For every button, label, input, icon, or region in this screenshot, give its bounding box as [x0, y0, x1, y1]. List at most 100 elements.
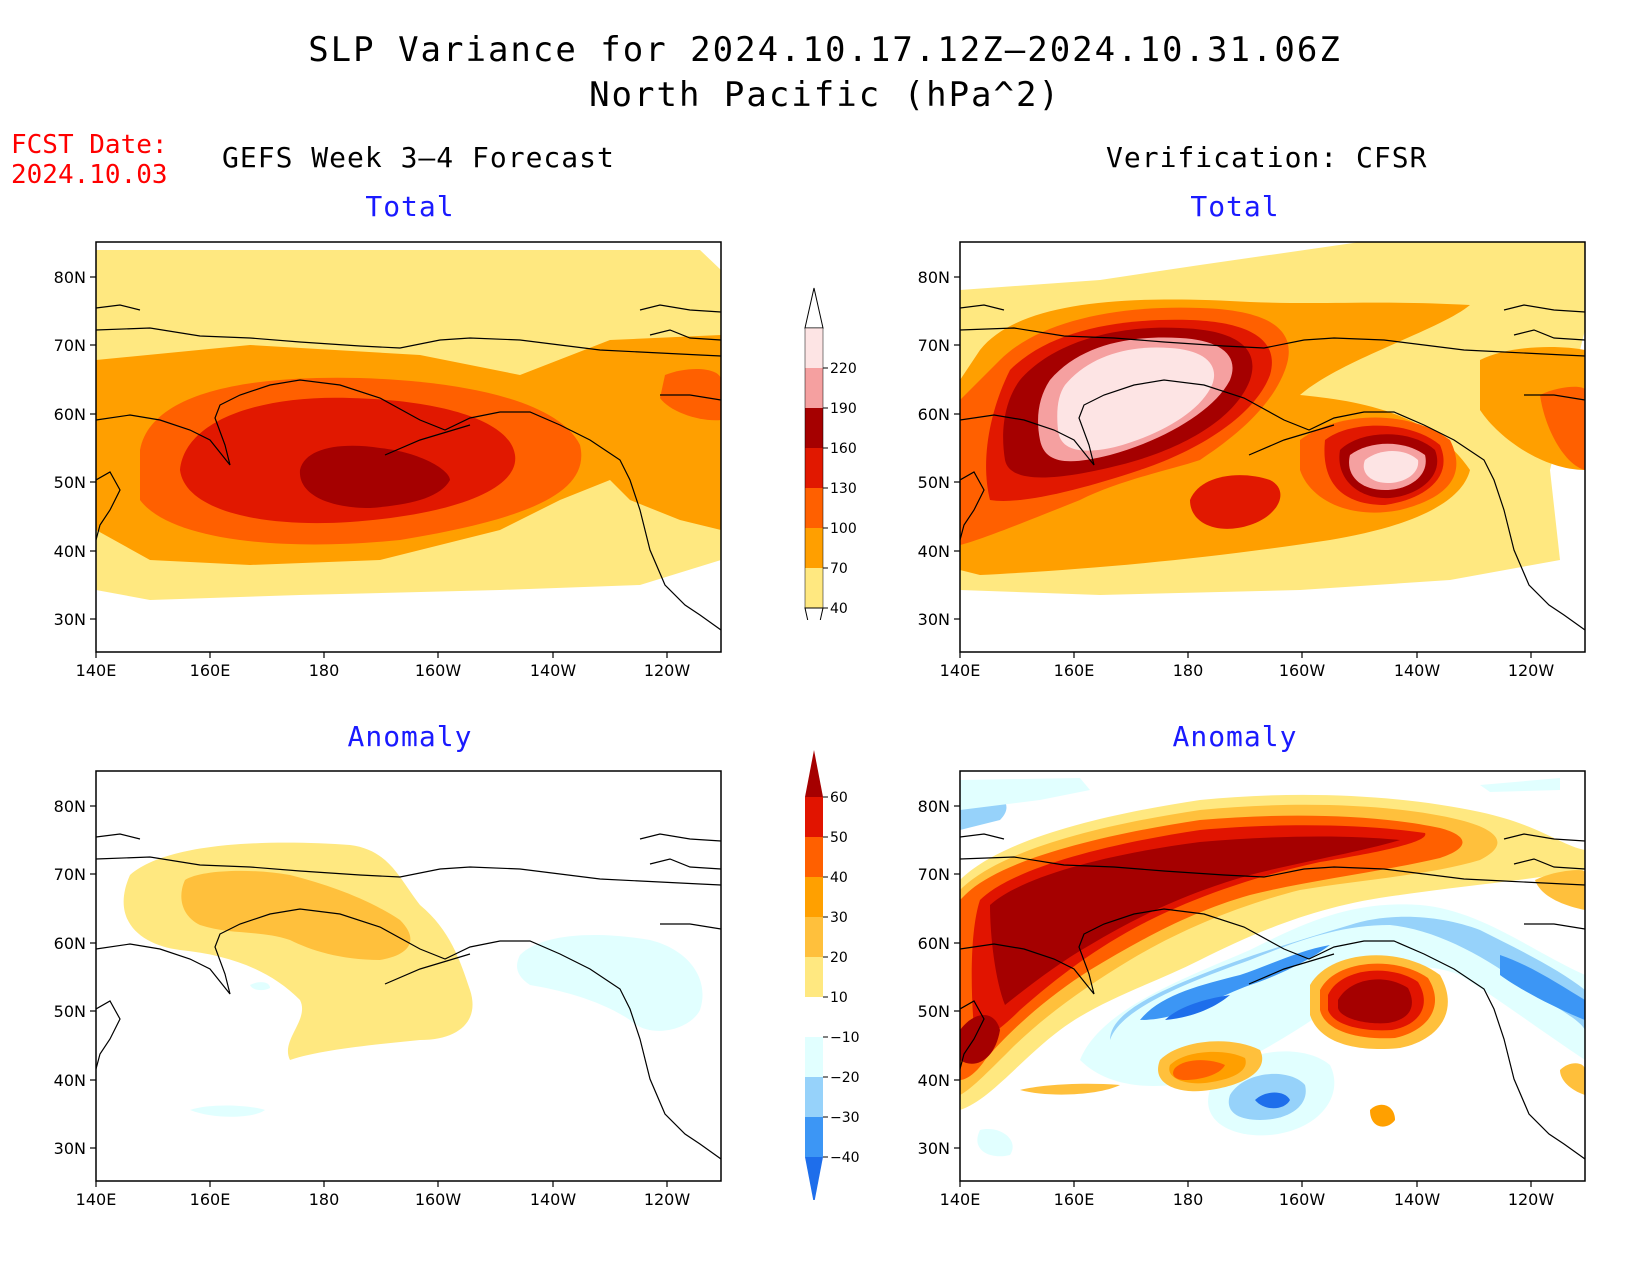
- map-forecast-total: 80N 70N 60N 50N 40N 30N 140E 160E 180 160W 140W 12…: [54, 241, 722, 680]
- colorbar-label: 130: [830, 481, 857, 497]
- lon-label: 160E: [1054, 1190, 1095, 1209]
- lon-label: 120W: [1508, 1190, 1555, 1209]
- lon-label: 160E: [1054, 661, 1095, 680]
- lon-label: 140E: [76, 661, 117, 680]
- colorbar-top-triangle: [805, 750, 823, 797]
- fcst-date-label: FCST Date:: [11, 130, 168, 160]
- colorbar-total: 40 70 100 130 160 190 220: [804, 287, 857, 620]
- lat-label: 80N: [54, 797, 86, 816]
- lat-label: 80N: [918, 797, 950, 816]
- colorbar-label: 30: [830, 910, 848, 926]
- lon-label: 180: [309, 1190, 340, 1209]
- panel-title-verification-anomaly: Anomaly: [1172, 720, 1298, 753]
- lon-label: 160W: [415, 1190, 462, 1209]
- colorbar-swatch: [805, 1117, 823, 1157]
- map-verification-anomaly: 80N 70N 60N 50N 40N 30N 140E 160E 180 160W 140W 12…: [918, 770, 1586, 1209]
- lon-label: 140W: [530, 1190, 577, 1209]
- map-forecast-anomaly: 80N 70N 60N 50N 40N 30N 140E 160E 180 160W 140W 12…: [54, 770, 722, 1209]
- main-title: SLP Variance for 2024.10.17.12Z—2024.10.…: [308, 30, 1342, 70]
- lon-label: 140W: [530, 661, 577, 680]
- lat-label: 30N: [918, 1139, 950, 1158]
- lat-label: 30N: [54, 610, 86, 629]
- lat-label: 50N: [918, 473, 950, 492]
- lat-label: 40N: [54, 542, 86, 561]
- lon-axis-labels: 140E 160E 180 160W 140W 120W: [76, 1181, 691, 1209]
- colorbar-label: 40: [830, 870, 848, 886]
- lat-label: 40N: [918, 1071, 950, 1090]
- contour-fill-layer: [96, 771, 721, 1181]
- colorbar-swatch: [805, 917, 823, 957]
- lat-label: 50N: [54, 473, 86, 492]
- colorbar-label: 50: [830, 830, 848, 846]
- contour-fill-layer: [96, 242, 721, 652]
- lat-label: 50N: [918, 1002, 950, 1021]
- coastlines: [96, 833, 721, 1160]
- lat-axis-labels: 80N 70N 60N 50N 40N 30N: [918, 797, 960, 1158]
- lat-axis-labels: 80N 70N 60N 50N 40N 30N: [918, 268, 960, 629]
- colorbar-top-triangle: [804, 287, 824, 329]
- lat-label: 40N: [918, 542, 950, 561]
- lon-label: 140E: [940, 1190, 981, 1209]
- lon-axis-labels: 140E 160E 180 160W 140W 120W: [940, 652, 1555, 680]
- lon-axis-labels: 140E 160E 180 160W 140W 120W: [940, 1181, 1555, 1209]
- lat-label: 30N: [54, 1139, 86, 1158]
- lon-label: 160W: [415, 661, 462, 680]
- coastlines: [960, 304, 1585, 631]
- panel-title-verification-total: Total: [1190, 190, 1280, 223]
- colorbar-label: 190: [830, 401, 857, 417]
- lon-label: 160E: [190, 661, 231, 680]
- colorbar-swatch: [805, 528, 823, 568]
- colorbar-label: −20: [830, 1070, 860, 1086]
- colorbar-label: 60: [830, 790, 848, 806]
- lon-label: 180: [1173, 661, 1204, 680]
- lat-label: 70N: [918, 336, 950, 355]
- lon-label: 120W: [644, 661, 691, 680]
- colorbar-bottom-triangle: [804, 607, 824, 620]
- colorbar-swatch: [805, 568, 823, 608]
- colorbar-label: 70: [830, 561, 848, 577]
- colorbar-anomaly: 60 50 40 30 20 10 −10 −20 −30 −40: [805, 750, 860, 1200]
- lat-label: 70N: [54, 865, 86, 884]
- lat-label: 80N: [918, 268, 950, 287]
- fcst-date-value: 2024.10.03: [11, 160, 168, 190]
- lat-label: 70N: [918, 865, 950, 884]
- lon-label: 140E: [940, 661, 981, 680]
- colorbar-swatch: [805, 1037, 823, 1077]
- colorbar-label: −30: [830, 1110, 860, 1126]
- colorbar-label: 100: [830, 521, 857, 537]
- colorbar-bottom-triangle: [805, 1157, 823, 1200]
- lon-axis-labels: 140E 160E 180 160W 140W 120W: [76, 652, 691, 680]
- colorbar-swatch: [805, 408, 823, 448]
- colorbar-swatch: [805, 797, 823, 837]
- colorbar-label: 160: [830, 441, 857, 457]
- colorbar-swatch: [805, 837, 823, 877]
- colorbar-label: −40: [830, 1150, 860, 1166]
- lon-label: 160W: [1279, 661, 1326, 680]
- lat-label: 60N: [918, 934, 950, 953]
- lat-axis-labels: 80N 70N 60N 50N 40N 30N: [54, 797, 96, 1158]
- contour-fill-layer: [960, 771, 1585, 1181]
- colorbar-label: 220: [830, 361, 857, 377]
- colorbar-swatch: [805, 957, 823, 997]
- lon-label: 120W: [1508, 661, 1555, 680]
- colorbar-label: 10: [830, 990, 848, 1006]
- column-title-forecast: GEFS Week 3—4 Forecast: [222, 141, 615, 174]
- colorbar-swatch: [805, 448, 823, 488]
- coastlines: [96, 304, 721, 631]
- lon-label: 180: [309, 661, 340, 680]
- lat-label: 80N: [54, 268, 86, 287]
- lat-label: 70N: [54, 336, 86, 355]
- coastlines: [960, 833, 1585, 1160]
- column-title-verification: Verification: CFSR: [1106, 141, 1428, 174]
- map-verification-total: 80N 70N 60N 50N 40N 30N 140E 160E 180 160W 140W 12…: [918, 241, 1586, 680]
- lat-label: 30N: [918, 610, 950, 629]
- colorbar-swatch: [805, 488, 823, 528]
- main-subtitle: North Pacific (hPa^2): [589, 75, 1061, 115]
- colorbar-label: 40: [830, 601, 848, 617]
- lat-label: 60N: [54, 934, 86, 953]
- lon-label: 160E: [190, 1190, 231, 1209]
- panel-title-forecast-anomaly: Anomaly: [347, 720, 473, 753]
- lon-label: 120W: [644, 1190, 691, 1209]
- colorbar-label: −10: [830, 1030, 860, 1046]
- colorbar-swatch: [805, 877, 823, 917]
